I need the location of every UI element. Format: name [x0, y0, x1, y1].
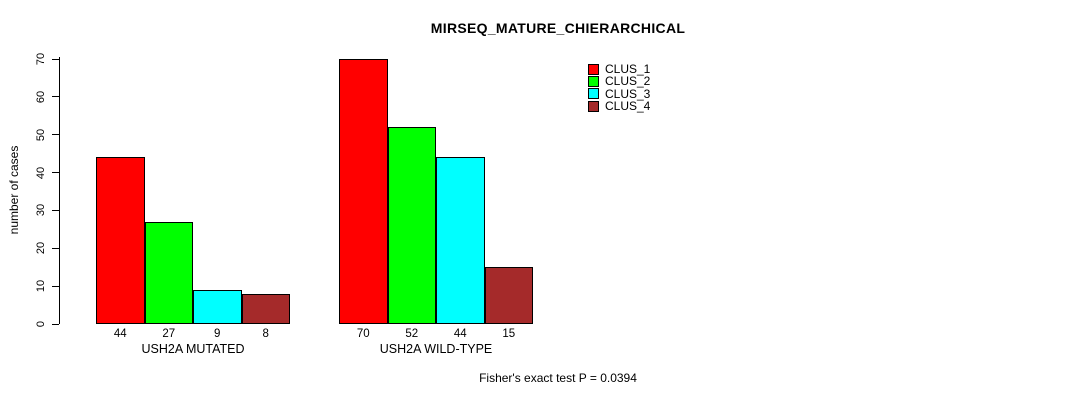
y-axis-line [59, 57, 60, 324]
y-tick-mark [52, 285, 59, 287]
footer-stat-text: Fisher's exact test P = 0.0394 [479, 371, 637, 385]
group-label: USH2A MUTATED [141, 342, 245, 356]
legend-item-clus_1: CLUS_1 [588, 63, 650, 75]
bar-value-label: 44 [113, 328, 127, 340]
legend-label: CLUS_3 [605, 86, 651, 101]
y-tick-label: 40 [35, 166, 47, 179]
legend-color-swatch [588, 100, 599, 112]
bar-clus_4-group1 [241, 293, 290, 324]
bar-value-label: 44 [453, 328, 467, 340]
legend-item-clus_4: CLUS_4 [588, 100, 650, 112]
y-tick-mark [52, 96, 59, 98]
legend-label: CLUS_2 [605, 74, 651, 89]
bar-clus_4-group2 [484, 267, 533, 324]
bar-clus_2-group2 [387, 127, 436, 324]
y-tick-label: 10 [35, 280, 47, 293]
bar-value-label: 52 [405, 328, 419, 340]
bar-value-label: 70 [356, 328, 370, 340]
y-tick-label: 0 [35, 320, 47, 328]
bar-value-label: 15 [502, 328, 516, 340]
legend-item-clus_3: CLUS_3 [588, 88, 650, 100]
y-tick-mark [52, 172, 59, 174]
legend-item-clus_2: CLUS_2 [588, 75, 650, 87]
group-label: USH2A WILD-TYPE [379, 342, 493, 356]
bar-clus_3-group1 [193, 289, 242, 324]
bar-value-label: 9 [214, 328, 221, 340]
bar-value-label: 8 [262, 328, 269, 340]
y-tick-mark [52, 323, 59, 325]
legend-color-swatch [588, 63, 599, 75]
y-tick-label: 20 [35, 242, 47, 255]
y-tick-mark [52, 134, 59, 136]
bar-clus_1-group2 [339, 59, 388, 324]
y-axis-label: number of cases [7, 145, 21, 235]
legend-label: CLUS_4 [605, 99, 651, 114]
chart-title: MIRSEQ_MATURE_CHIERARCHICAL [430, 20, 686, 36]
legend: CLUS_1 CLUS_2 CLUS_3 CLUS_4 [588, 63, 650, 112]
bar-clus_1-group1 [96, 157, 145, 324]
y-tick-mark [52, 247, 59, 249]
y-tick-mark [52, 58, 59, 60]
legend-label: CLUS_1 [605, 62, 651, 77]
y-tick-label: 30 [35, 204, 47, 217]
y-tick-label: 70 [35, 52, 47, 66]
bar-clus_2-group1 [144, 221, 193, 324]
bar-value-label: 27 [162, 328, 176, 340]
y-tick-label: 50 [35, 128, 47, 141]
bar-clus_3-group2 [436, 157, 485, 324]
legend-color-swatch [588, 75, 599, 87]
y-tick-mark [52, 209, 59, 211]
legend-color-swatch [588, 88, 599, 100]
y-tick-label: 60 [35, 90, 47, 103]
